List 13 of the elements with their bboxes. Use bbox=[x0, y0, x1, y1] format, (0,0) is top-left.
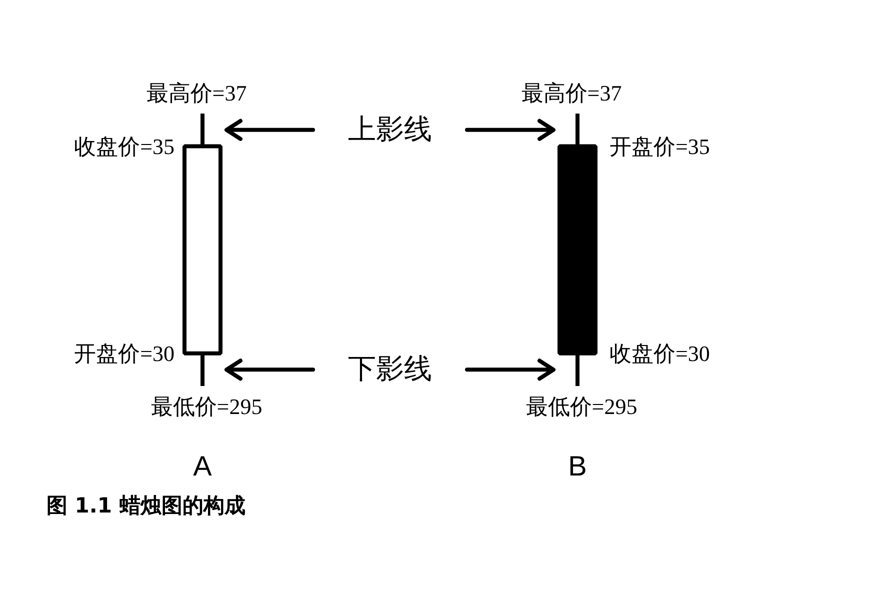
annotation: 最低价=295 bbox=[526, 394, 638, 420]
annotation: 开盘价=30 bbox=[74, 340, 175, 366]
annotation: 下影线 bbox=[348, 354, 432, 386]
text: 图 1.1 蜡烛图的构成 bbox=[46, 494, 246, 518]
x-tick-label: B bbox=[568, 450, 587, 482]
annotation: 开盘价=35 bbox=[610, 134, 710, 159]
x-tick-label: A bbox=[193, 450, 212, 482]
annotation: 最高价=37 bbox=[146, 80, 247, 106]
annotation: 上影线 bbox=[348, 114, 432, 146]
annotation: 最低价=295 bbox=[150, 394, 262, 420]
annotation: 收盘价=35 bbox=[74, 134, 175, 159]
annotation: 收盘价=30 bbox=[610, 340, 710, 366]
annotation: 最高价=37 bbox=[521, 80, 622, 106]
